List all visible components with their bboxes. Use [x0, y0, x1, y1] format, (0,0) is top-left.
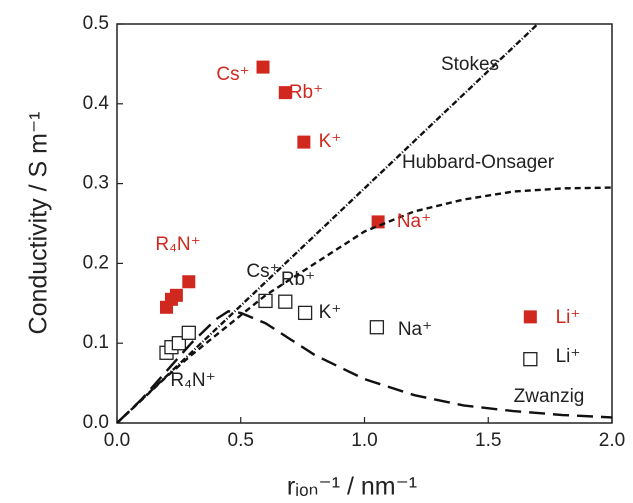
y-tick-label: 0.1: [83, 332, 109, 353]
point: [278, 294, 293, 309]
point: [297, 305, 313, 321]
point-label: K⁺: [319, 131, 342, 152]
point: [523, 352, 538, 367]
x-tick-label: 1.5: [475, 430, 501, 451]
y-tick-label: 0.0: [83, 412, 109, 433]
point: [182, 275, 196, 289]
curve-label: Zwanzig: [514, 386, 585, 407]
point-label: R₄N⁺: [170, 370, 215, 391]
y-tick-label: 0.5: [83, 13, 109, 34]
point-label: Rb⁺: [281, 269, 315, 290]
curve: [117, 186, 612, 423]
point: [278, 86, 292, 100]
plot-frame: [116, 23, 613, 424]
y-tick-label: 0.4: [83, 93, 110, 114]
point: [523, 310, 537, 324]
point: [369, 320, 385, 335]
point: [371, 215, 385, 229]
point-label: Li⁺: [556, 307, 581, 328]
point: [181, 325, 196, 340]
curve: [117, 24, 539, 423]
x-axis-label: rᵢₒₙ⁻¹ / nm⁻¹: [287, 473, 417, 501]
x-tick-label: 0.5: [228, 430, 254, 451]
point-label: Na⁺: [398, 319, 432, 340]
x-tick-label: 2.0: [599, 430, 625, 451]
point: [169, 288, 183, 302]
point-label: R₄N⁺: [155, 234, 200, 255]
curve-label: Hubbard-Onsager: [402, 152, 555, 173]
curve-label: Stokes: [441, 54, 499, 75]
y-tick-label: 0.2: [83, 252, 109, 273]
point-label: Cs⁺: [216, 64, 249, 85]
curve: [117, 310, 612, 423]
point-label: Rb⁺: [289, 82, 323, 103]
point-label: Cs⁺: [246, 261, 279, 282]
x-tick-label: 0.0: [104, 430, 130, 451]
y-tick-label: 0.3: [83, 173, 109, 194]
point: [297, 135, 311, 149]
y-axis-label: Conductivity / S m⁻¹: [25, 112, 53, 335]
point-label: Na⁺: [397, 211, 431, 232]
point-label: Li⁺: [556, 346, 581, 367]
point: [256, 60, 270, 74]
point-label: K⁺: [319, 302, 342, 323]
x-tick-label: 1.0: [351, 430, 377, 451]
